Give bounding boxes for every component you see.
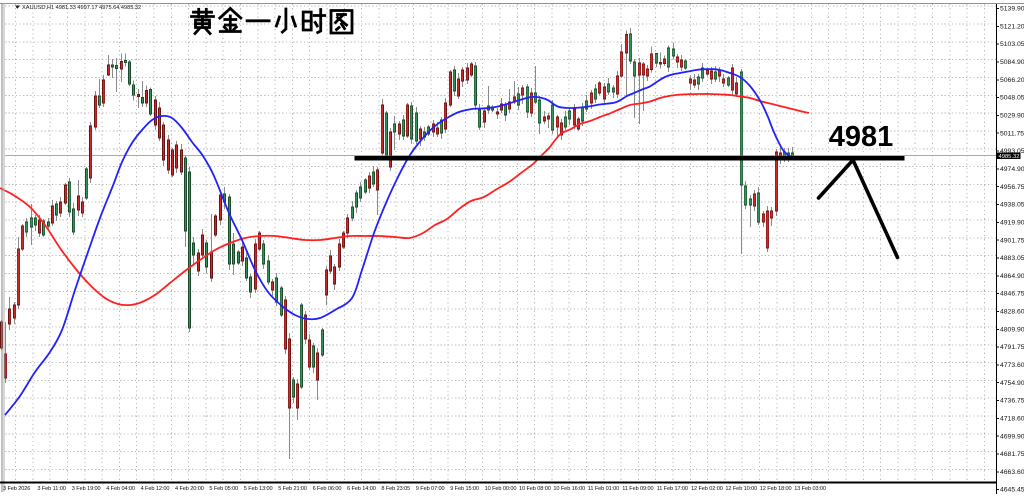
- svg-text:3 Feb 11:00: 3 Feb 11:00: [37, 486, 65, 492]
- svg-text:4901.75: 4901.75: [1000, 237, 1024, 244]
- svg-text:5103.05: 5103.05: [1000, 41, 1024, 48]
- svg-text:10 Feb 08:00: 10 Feb 08:00: [519, 486, 551, 492]
- svg-text:4974.90: 4974.90: [1000, 166, 1024, 173]
- svg-text:4981: 4981: [829, 121, 894, 153]
- svg-text:4828.60: 4828.60: [1000, 309, 1024, 316]
- svg-text:5139.90: 5139.90: [1000, 6, 1024, 13]
- svg-text:4 Feb 20:00: 4 Feb 20:00: [175, 486, 204, 492]
- svg-text:4846.75: 4846.75: [1000, 291, 1024, 298]
- svg-text:12 Feb 02:00: 12 Feb 02:00: [691, 486, 723, 492]
- svg-text:4645.45: 4645.45: [1000, 487, 1024, 494]
- svg-text:5011.75: 5011.75: [1000, 130, 1024, 137]
- svg-text:3 Feb 2026: 3 Feb 2026: [3, 486, 30, 492]
- svg-text:4754.90: 4754.90: [1000, 380, 1024, 387]
- svg-text:10 Feb 00:00: 10 Feb 00:00: [485, 486, 517, 492]
- svg-text:4938.05: 4938.05: [1000, 202, 1024, 209]
- svg-text:4993.05: 4993.05: [1000, 148, 1024, 155]
- svg-text:6 Feb 14:00: 6 Feb 14:00: [347, 486, 376, 492]
- svg-text:4985.32: 4985.32: [999, 154, 1020, 160]
- svg-text:11 Feb 09:00: 11 Feb 09:00: [622, 486, 653, 492]
- svg-text:11 Feb 17:00: 11 Feb 17:00: [657, 486, 688, 492]
- svg-text:5048.05: 5048.05: [1000, 95, 1024, 102]
- svg-text:12 Feb 10:00: 12 Feb 10:00: [725, 486, 757, 492]
- svg-text:4809.90: 4809.90: [1000, 326, 1024, 333]
- svg-text:4919.90: 4919.90: [1000, 219, 1024, 226]
- svg-text:13 Feb 03:00: 13 Feb 03:00: [794, 486, 826, 492]
- svg-text:4681.75: 4681.75: [1000, 451, 1024, 458]
- svg-text:4718.60: 4718.60: [1000, 416, 1024, 423]
- svg-text:3 Feb 19:00: 3 Feb 19:00: [72, 486, 101, 492]
- svg-text:12 Feb 18:00: 12 Feb 18:00: [760, 486, 792, 492]
- svg-text:8 Feb 23:05: 8 Feb 23:05: [381, 486, 410, 492]
- svg-text:10 Feb 16:00: 10 Feb 16:00: [553, 486, 585, 492]
- svg-text:6 Feb 06:00: 6 Feb 06:00: [313, 486, 342, 492]
- svg-text:4956.75: 4956.75: [1000, 184, 1024, 191]
- svg-text:4773.60: 4773.60: [1000, 362, 1024, 369]
- svg-text:4 Feb 12:00: 4 Feb 12:00: [141, 486, 170, 492]
- svg-text:XAUUSD,H1 4981.33 4997.17 497: XAUUSD,H1 4981.33 4997.17 4975.64 4985.3…: [22, 5, 141, 11]
- svg-text:4864.90: 4864.90: [1000, 273, 1024, 280]
- svg-text:11 Feb 01:00: 11 Feb 01:00: [588, 486, 619, 492]
- svg-text:5 Feb 05:00: 5 Feb 05:00: [209, 486, 238, 492]
- svg-text:9 Feb 07:00: 9 Feb 07:00: [416, 486, 445, 492]
- svg-text:4 Feb 04:00: 4 Feb 04:00: [106, 486, 135, 492]
- svg-text:4791.75: 4791.75: [1000, 344, 1024, 351]
- svg-text:5029.90: 5029.90: [1000, 113, 1024, 120]
- svg-text:5066.20: 5066.20: [1000, 77, 1024, 84]
- svg-text:4699.90: 4699.90: [1000, 433, 1024, 440]
- svg-text:5 Feb 13:00: 5 Feb 13:00: [244, 486, 273, 492]
- svg-text:4736.75: 4736.75: [1000, 398, 1024, 405]
- svg-text:4883.05: 4883.05: [1000, 255, 1024, 262]
- svg-text:5 Feb 21:00: 5 Feb 21:00: [278, 486, 307, 492]
- svg-text:9 Feb 15:00: 9 Feb 15:00: [450, 486, 479, 492]
- svg-text:5121.20: 5121.20: [1000, 23, 1024, 30]
- svg-text:5084.90: 5084.90: [1000, 59, 1024, 66]
- svg-text:4663.60: 4663.60: [1000, 469, 1024, 476]
